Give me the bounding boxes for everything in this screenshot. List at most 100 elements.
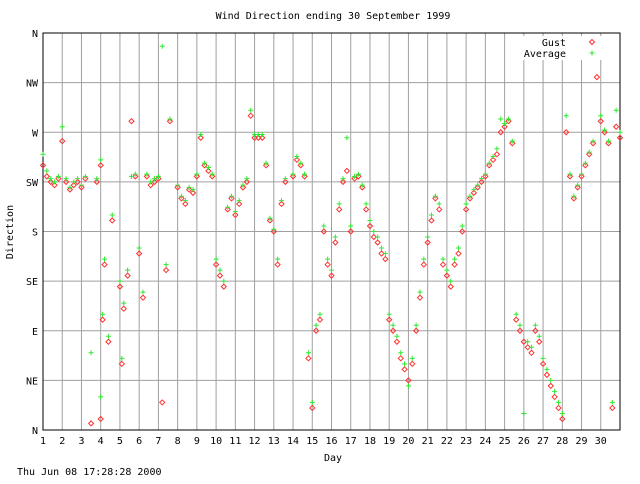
point-gust bbox=[509, 140, 516, 147]
point-average bbox=[452, 256, 458, 262]
point-gust bbox=[543, 371, 551, 379]
x-tick-label: 27 bbox=[537, 436, 549, 447]
point-gust bbox=[482, 173, 489, 180]
series-gust bbox=[39, 73, 624, 427]
x-tick-label: 3 bbox=[78, 436, 84, 447]
point-average bbox=[552, 388, 558, 394]
x-tick-label: 18 bbox=[364, 436, 376, 447]
point-average bbox=[244, 176, 250, 182]
point-gust bbox=[293, 156, 301, 164]
point-average bbox=[532, 322, 538, 328]
point-average bbox=[432, 193, 438, 199]
point-average bbox=[55, 173, 61, 179]
point-gust bbox=[59, 137, 66, 145]
point-gust bbox=[428, 217, 435, 224]
point-gust bbox=[178, 195, 185, 202]
point-gust bbox=[155, 175, 162, 182]
point-average bbox=[94, 176, 100, 182]
point-gust bbox=[566, 173, 574, 180]
x-tick-label: 2 bbox=[59, 436, 65, 447]
point-average bbox=[194, 171, 200, 177]
point-average bbox=[263, 160, 269, 166]
point-gust bbox=[493, 151, 501, 158]
point-average bbox=[394, 333, 400, 339]
point-average bbox=[290, 171, 296, 177]
point-gust bbox=[189, 189, 197, 197]
point-average bbox=[544, 366, 550, 372]
point-average bbox=[586, 149, 592, 155]
point-average bbox=[305, 350, 311, 356]
point-gust bbox=[128, 118, 135, 125]
point-gust bbox=[97, 162, 104, 169]
y-tick-label: SE bbox=[26, 277, 38, 288]
point-average bbox=[613, 107, 619, 113]
point-average bbox=[140, 289, 146, 295]
point-gust bbox=[612, 123, 620, 130]
tick-layer: 1 2 3 4 5 6 7 8 9 10 11 12 13 14 15 16 17 18 19 20 21 22 23 24 2… bbox=[26, 29, 607, 447]
point-average bbox=[425, 234, 431, 240]
point-gust bbox=[447, 283, 454, 290]
point-average bbox=[548, 377, 554, 383]
point-average bbox=[605, 138, 611, 144]
point-average bbox=[475, 182, 481, 188]
x-tick-label: 16 bbox=[325, 436, 337, 447]
point-gust bbox=[459, 228, 466, 235]
point-average bbox=[105, 333, 111, 339]
point-average bbox=[602, 127, 608, 133]
point-average bbox=[498, 116, 504, 122]
point-average bbox=[117, 278, 123, 284]
point-average bbox=[575, 182, 581, 188]
point-average bbox=[175, 182, 181, 188]
point-average bbox=[486, 160, 492, 166]
x-tick-label: 11 bbox=[229, 436, 241, 447]
point-average bbox=[52, 179, 58, 185]
point-gust bbox=[99, 316, 106, 323]
point-gust bbox=[51, 181, 58, 189]
point-average bbox=[298, 160, 304, 166]
point-gust bbox=[274, 261, 281, 268]
legend-label-gust: Gust bbox=[542, 38, 566, 49]
point-average bbox=[125, 267, 131, 273]
point-average bbox=[213, 256, 219, 262]
point-gust bbox=[182, 200, 189, 208]
x-tick-label: 19 bbox=[383, 436, 395, 447]
point-gust bbox=[105, 338, 112, 345]
point-gust bbox=[66, 186, 74, 193]
point-gust bbox=[397, 355, 404, 362]
point-gust bbox=[362, 206, 370, 213]
point-gust bbox=[593, 73, 601, 81]
point-average bbox=[100, 311, 106, 317]
point-gust bbox=[55, 175, 62, 182]
point-gust bbox=[62, 178, 70, 186]
point-gust bbox=[366, 222, 374, 230]
point-average bbox=[209, 171, 215, 177]
point-gust bbox=[97, 415, 104, 423]
point-average bbox=[302, 171, 308, 177]
point-gust bbox=[512, 316, 520, 323]
point-gust bbox=[374, 239, 381, 246]
point-gust bbox=[451, 261, 458, 268]
point-average bbox=[529, 344, 535, 350]
point-gust bbox=[562, 129, 570, 136]
point-gust bbox=[609, 404, 616, 412]
point-average bbox=[367, 217, 373, 223]
point-gust bbox=[124, 272, 131, 279]
point-average bbox=[317, 311, 323, 317]
point-gust bbox=[328, 272, 335, 279]
point-average bbox=[386, 311, 392, 317]
point-average bbox=[363, 201, 369, 207]
point-average bbox=[379, 245, 385, 251]
point-gust bbox=[466, 195, 474, 202]
point-average bbox=[71, 179, 77, 185]
point-gust bbox=[435, 206, 443, 213]
point-average bbox=[163, 262, 169, 268]
point-average bbox=[67, 184, 73, 190]
point-average bbox=[136, 245, 142, 251]
point-gust bbox=[135, 250, 143, 257]
point-gust bbox=[520, 338, 528, 345]
point-average bbox=[271, 226, 277, 232]
point-average bbox=[167, 116, 173, 122]
point-gust bbox=[536, 338, 543, 345]
point-gust bbox=[409, 360, 416, 368]
